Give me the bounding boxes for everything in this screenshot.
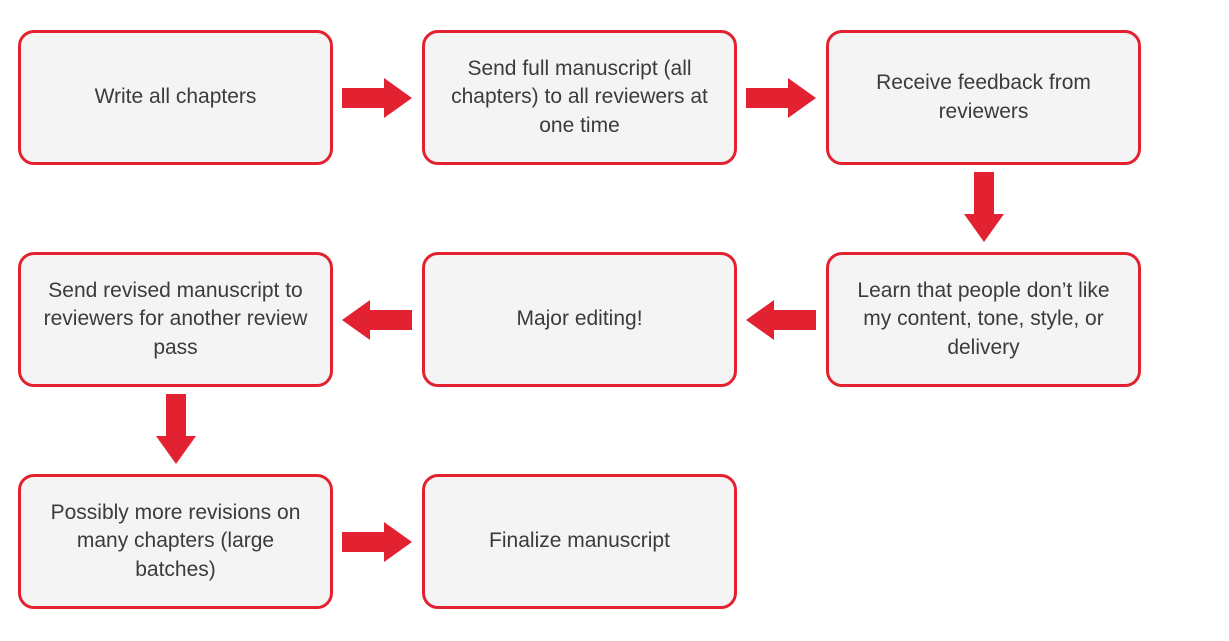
flowchart-node-label: Learn that people don’t like my content,… [849,277,1118,362]
flowchart-node-n6: Send revised manuscript to reviewers for… [18,252,333,387]
flowchart-node-label: Finalize manuscript [489,527,670,555]
flowchart-arrow-n5-n6 [342,300,412,340]
flowchart-node-n4: Learn that people don’t like my content,… [826,252,1141,387]
flowchart-node-n8: Finalize manuscript [422,474,737,609]
flowchart-node-n2: Send full manuscript (all chapters) to a… [422,30,737,165]
flowchart-node-label: Major editing! [516,305,642,333]
flowchart-node-n5: Major editing! [422,252,737,387]
flowchart-node-n1: Write all chapters [18,30,333,165]
flowchart-node-n3: Receive feedback from reviewers [826,30,1141,165]
flowchart-arrow-n1-n2 [342,78,412,118]
flowchart-arrow-n7-n8 [342,522,412,562]
flowchart-arrow-n2-n3 [746,78,816,118]
flowchart-node-n7: Possibly more revisions on many chapters… [18,474,333,609]
flowchart-canvas: Write all chapters Send full manuscript (… [0,0,1229,641]
flowchart-node-label: Send revised manuscript to reviewers for… [41,277,310,362]
flowchart-node-label: Possibly more revisions on many chapters… [41,499,310,584]
flowchart-node-label: Send full manuscript (all chapters) to a… [445,55,714,140]
flowchart-arrow-n3-n4 [964,172,1004,242]
flowchart-arrow-n4-n5 [746,300,816,340]
flowchart-node-label: Receive feedback from reviewers [849,69,1118,126]
flowchart-node-label: Write all chapters [95,83,257,111]
flowchart-arrow-n6-n7 [156,394,196,464]
